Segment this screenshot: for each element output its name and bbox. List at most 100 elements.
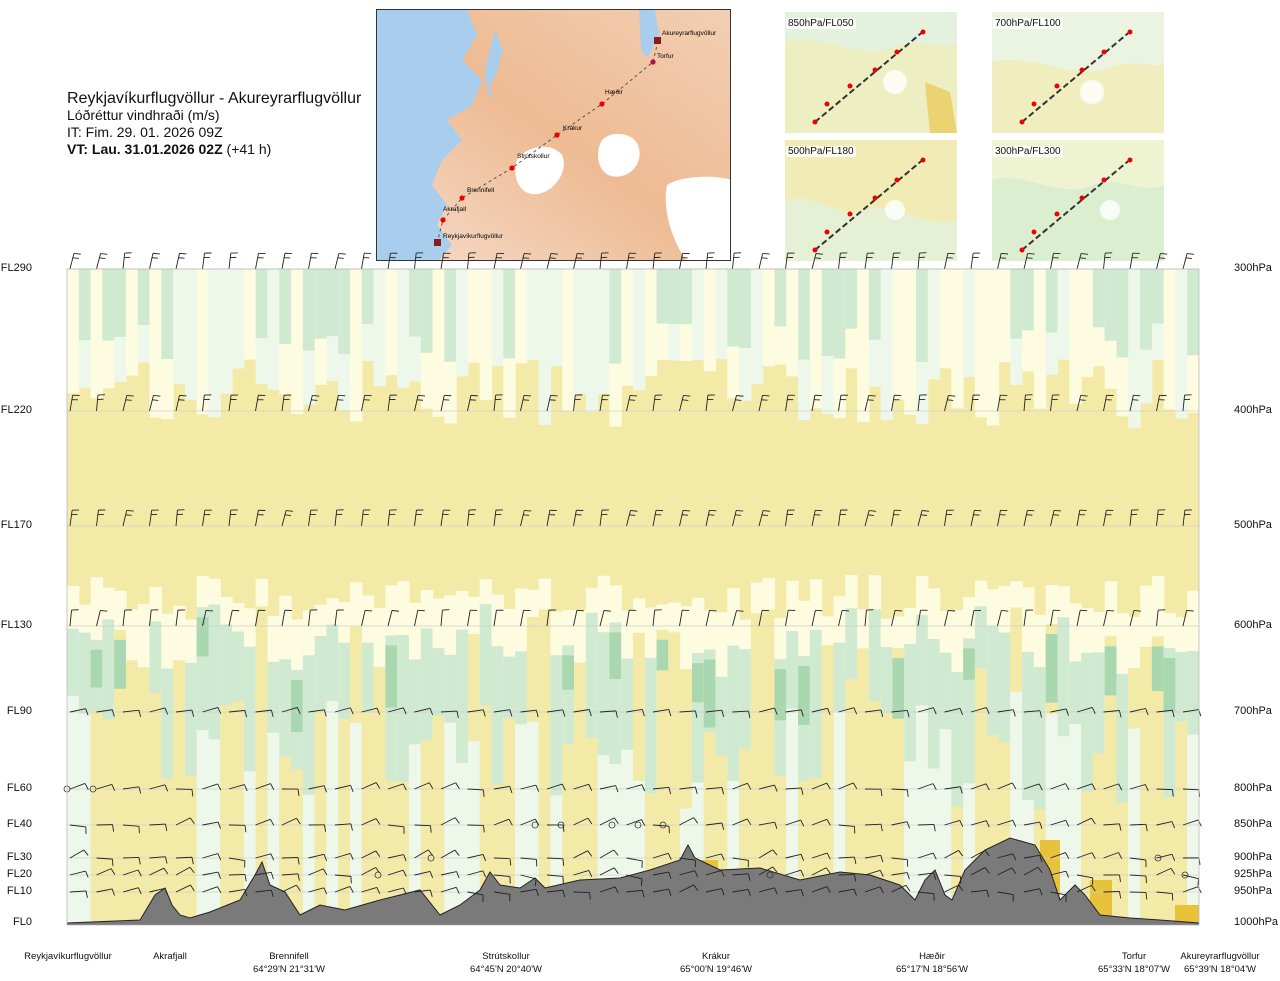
wind-barb (705, 787, 725, 795)
wind-barb (228, 873, 247, 882)
wind-barb (1129, 874, 1147, 884)
wind-barb (281, 884, 301, 893)
mini-map-700-svg (992, 12, 1164, 133)
wind-barb (281, 788, 300, 797)
wind-barb (864, 854, 884, 863)
field-cell (715, 269, 728, 360)
calm-wind-marker (531, 821, 539, 829)
chart-subtitle: Lóðréttur vindhraði (m/s) (67, 107, 220, 123)
fl-label: FL40 (6, 818, 32, 830)
wind-barb (202, 509, 212, 527)
wind-barb (96, 888, 115, 896)
field-cell (232, 269, 245, 369)
terrain-polygon (67, 837, 1199, 925)
wind-barb (334, 253, 346, 270)
wind-barb (255, 818, 275, 826)
wind-barb (149, 252, 160, 270)
route-map: Akureyrarflugvöllur Torfur Hæðir Krákur … (376, 9, 731, 261)
wind-barb (917, 891, 935, 901)
location-label: Akureyrarflugvöllur 65°39'N 18°04'W (1160, 950, 1280, 976)
wind-barb (493, 891, 511, 902)
field-cell (196, 617, 210, 657)
wind-barb (758, 510, 771, 527)
wind-barb (997, 819, 1017, 827)
field-cell (125, 269, 139, 376)
wind-barb (1076, 609, 1088, 627)
field-cell (385, 780, 398, 925)
field-cell (904, 761, 917, 925)
field-cell (1081, 269, 1094, 378)
wind-barb (811, 782, 831, 790)
wind-barb (679, 509, 691, 527)
field-cell (774, 269, 787, 327)
field-cell (444, 269, 457, 362)
location-label: Torfur 65°33'N 18°07'W (1074, 950, 1194, 976)
field-cell (338, 718, 351, 925)
field-cell (173, 269, 186, 385)
wind-barb (387, 869, 407, 877)
hpa-label: 800hPa (1234, 782, 1272, 794)
wind-barb (493, 394, 503, 412)
field-cell (326, 701, 339, 925)
wind-barb (732, 818, 752, 826)
wind-barb (785, 709, 804, 717)
wind-barb (69, 253, 81, 270)
wind-barb (308, 609, 318, 627)
field-cell (786, 269, 799, 377)
wind-barb (705, 869, 725, 877)
wind-barb (785, 394, 796, 412)
wind-barb (228, 609, 240, 627)
wind-barb (175, 609, 185, 627)
wind-barb (970, 707, 990, 715)
field-cell (326, 269, 339, 337)
wind-barb (255, 394, 266, 412)
wind-barb (1182, 609, 1194, 627)
field-cell (479, 705, 493, 925)
wind-barb (520, 509, 532, 527)
wind-barb (69, 849, 89, 859)
field-cell (503, 269, 516, 359)
location-coord: 65°17'N 18°56'W (896, 964, 968, 975)
wind-barb (122, 252, 132, 270)
field-cell (125, 740, 139, 925)
field-cell (750, 269, 764, 385)
fl-label: FL90 (6, 705, 32, 717)
fl-label: FL60 (6, 782, 32, 794)
wind-barb (944, 395, 956, 412)
field-cell (184, 269, 198, 401)
wind-barb (308, 709, 327, 717)
wind-barb (864, 394, 876, 412)
wind-barb (440, 509, 451, 527)
wind-barb (838, 824, 856, 834)
wind-barb (255, 252, 266, 270)
wind-barb (202, 252, 212, 270)
wind-barb (1129, 823, 1148, 832)
wind-barb (255, 783, 275, 791)
field-cell (432, 715, 445, 925)
field-cell (703, 269, 717, 372)
wind-barb (387, 252, 398, 270)
mini-map-500-svg (785, 140, 957, 261)
field-cell (220, 705, 233, 925)
field-cell (432, 269, 445, 417)
wind-barb (1103, 823, 1122, 831)
wind-barb (970, 867, 990, 876)
wind-barb (626, 252, 637, 270)
wind-barb (175, 709, 195, 717)
map-label-haedir: Hæðir (605, 88, 624, 96)
wind-barb (626, 394, 638, 412)
field-cell (691, 663, 705, 703)
wind-barb (69, 870, 89, 878)
wind-barb (69, 708, 89, 716)
location-label: Brennifell 64°29'N 21°31'W (229, 950, 349, 976)
field-cell (951, 269, 964, 409)
wind-barb (520, 857, 538, 867)
wind-barb (414, 609, 425, 627)
field-cell (1128, 269, 1141, 429)
wind-barb (440, 609, 450, 627)
wind-barb (599, 710, 618, 718)
mini-map-500-label: 500hPa/FL180 (786, 146, 856, 157)
field-cell (868, 701, 882, 925)
wind-barb (281, 707, 301, 715)
wind-barb (811, 609, 823, 627)
